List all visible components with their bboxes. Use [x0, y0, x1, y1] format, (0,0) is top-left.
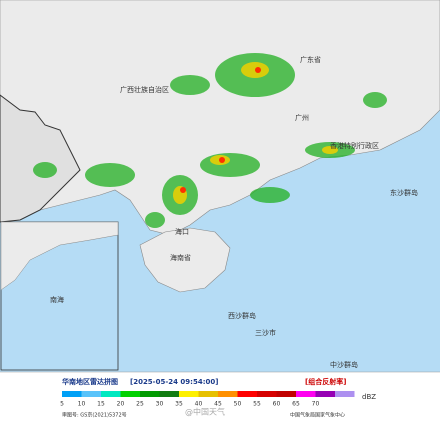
legend-swatch — [296, 391, 316, 397]
legend-value: 70 — [312, 401, 320, 408]
legend-value: 40 — [195, 401, 203, 408]
legend-value: 15 — [97, 401, 105, 408]
legend-swatch — [335, 391, 355, 397]
watermark: @中国天气 — [185, 407, 225, 417]
legend-swatch — [276, 391, 296, 397]
legend-swatch — [315, 391, 335, 397]
source: 中国气象局国家气象中心 — [290, 412, 345, 419]
legend-title: 华南地区雷达拼图 — [62, 377, 118, 386]
legend-value: 60 — [273, 401, 281, 408]
legend-swatch — [101, 391, 121, 397]
legend-value: 20 — [117, 401, 125, 408]
approval-number: 审图号: GS京(2021)5372号 — [62, 412, 127, 419]
legend-value: 30 — [156, 401, 164, 408]
legend-swatch — [218, 391, 238, 397]
place-label: 东沙群岛 — [390, 188, 418, 197]
legend-value: 35 — [175, 401, 183, 408]
place-label: 南海 — [50, 295, 64, 304]
border-region — [0, 94, 81, 223]
legend-value: 10 — [78, 401, 86, 408]
radar-echo-core — [180, 67, 261, 193]
legend-value: 55 — [253, 401, 261, 408]
place-label: 西沙群岛 — [228, 311, 256, 320]
legend-swatch — [159, 391, 179, 397]
place-label: 广州 — [295, 113, 309, 122]
place-label: 广东省 — [300, 55, 321, 64]
legend-value: 45 — [214, 401, 222, 408]
legend-value: 65 — [292, 401, 300, 408]
legend-value: 25 — [136, 401, 144, 408]
legend-swatch — [120, 391, 140, 397]
legend-swatch — [198, 391, 218, 397]
legend-swatch — [237, 391, 257, 397]
legend-product: [组合反射率] — [305, 377, 346, 386]
legend-swatch — [81, 391, 101, 397]
legend-value: 5 — [60, 401, 64, 408]
legend-time: [2025-05-24 09:54:00] — [130, 378, 218, 386]
legend-swatch — [257, 391, 277, 397]
legend-swatch — [179, 391, 199, 397]
hainan-island — [139, 227, 231, 293]
legend-swatch — [62, 391, 82, 397]
legend-unit: dBZ — [362, 393, 376, 401]
place-label: 三沙市 — [255, 328, 276, 337]
place-label: 香港特别行政区 — [330, 141, 379, 150]
inset-land — [0, 221, 119, 291]
place-label: 海南省 — [170, 253, 191, 262]
legend-value: 50 — [234, 401, 242, 408]
place-label: 广西壮族自治区 — [120, 85, 169, 94]
place-label: 海口 — [175, 227, 189, 236]
place-label: 中沙群岛 — [330, 360, 358, 369]
legend-swatch — [140, 391, 160, 397]
